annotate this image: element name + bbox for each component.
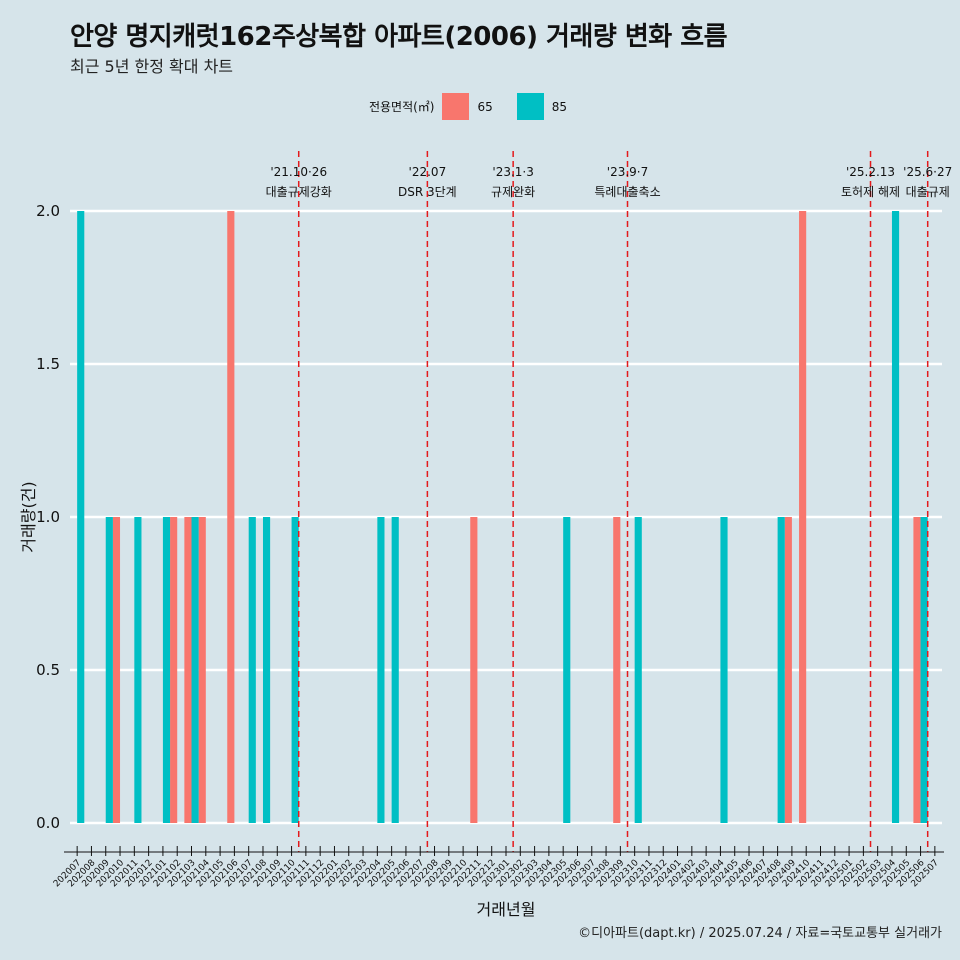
page-title: 안양 명지캐럿162주상복합 아파트(2006) 거래량 변화 흐름 xyxy=(70,22,728,52)
y-axis-label: 거래량(건) xyxy=(19,481,38,552)
bar-65-202506 xyxy=(913,517,921,823)
bar-65-202102 xyxy=(170,517,178,823)
bar-65-202410 xyxy=(799,211,807,823)
legend: 전용면적(㎡) 65 85 xyxy=(0,93,960,120)
event-date-label: '25.2.13 xyxy=(846,165,895,179)
bar-85-202305 xyxy=(563,517,571,823)
grid-lines xyxy=(70,209,942,825)
event-name-label: 대출규제 xyxy=(906,185,950,199)
bar-85-202103 xyxy=(191,517,199,823)
y-tick-label: 2.0 xyxy=(36,202,60,220)
legend-label-85: 85 xyxy=(551,99,568,114)
event-date-label: '21.10·26 xyxy=(270,165,327,179)
event-name-label: 특례대출축소 xyxy=(594,185,660,199)
bar-85-202011 xyxy=(134,517,142,823)
bar-85-202101 xyxy=(162,517,171,823)
axes: 0.00.51.01.52.02020072020082020092020102… xyxy=(36,202,944,889)
event-date-label: '23.9·7 xyxy=(607,165,648,179)
source-caption: ©디아파트(dapt.kr) / 2025.07.24 / 자료=국토교통부 실… xyxy=(578,926,942,941)
legend-label-65: 65 xyxy=(477,99,493,114)
y-tick-label: 0.5 xyxy=(36,661,60,679)
event-name-label: 규제완화 xyxy=(491,185,535,199)
bar-85-202110 xyxy=(291,517,299,823)
bar-65-202103 xyxy=(184,517,192,823)
bar-85-202107 xyxy=(248,517,256,823)
bar-85-202310 xyxy=(634,517,642,823)
bars xyxy=(77,211,928,823)
bar-65-202010 xyxy=(112,517,121,823)
x-axis-label: 거래년월 xyxy=(477,900,536,919)
event-date-label: '22.07 xyxy=(409,165,447,179)
event-name-label: 대출규제강화 xyxy=(266,185,332,199)
bar-65-202211 xyxy=(470,517,478,823)
event-date-label: '25.6·27 xyxy=(903,165,952,179)
bar-85-202205 xyxy=(391,517,399,823)
event-name-label: 토허제 해제 xyxy=(841,185,900,199)
bar-85-202506 xyxy=(920,517,928,823)
event-name-label: DSR 3단계 xyxy=(398,185,457,199)
bar-85-202504 xyxy=(891,211,900,823)
page-subtitle: 최근 5년 한정 확대 차트 xyxy=(70,57,234,76)
bar-85-202009 xyxy=(105,517,113,823)
bar-65-202106 xyxy=(227,211,235,823)
bar-85-202007 xyxy=(77,211,85,823)
legend-swatch-65 xyxy=(442,93,470,120)
bar-65-202104 xyxy=(198,517,206,823)
bar-85-202108 xyxy=(262,517,271,823)
y-tick-label: 1.5 xyxy=(36,355,60,373)
event-markers: '21.10·26 대출규제강화 '22.07 DSR 3단계 '23.1·3 규제완화 '… xyxy=(266,151,952,852)
bar-85-202408 xyxy=(777,517,785,823)
y-tick-label: 0.0 xyxy=(36,814,60,832)
bar-65-202309 xyxy=(613,517,621,823)
bar-65-202409 xyxy=(784,517,792,823)
bar-85-202404 xyxy=(720,517,728,823)
legend-title: 전용면적(㎡) xyxy=(368,100,435,114)
event-date-label: '23.1·3 xyxy=(492,165,533,179)
legend-swatch-85 xyxy=(516,93,544,120)
bar-85-202204 xyxy=(377,517,385,823)
y-tick-label: 1.0 xyxy=(36,508,60,526)
